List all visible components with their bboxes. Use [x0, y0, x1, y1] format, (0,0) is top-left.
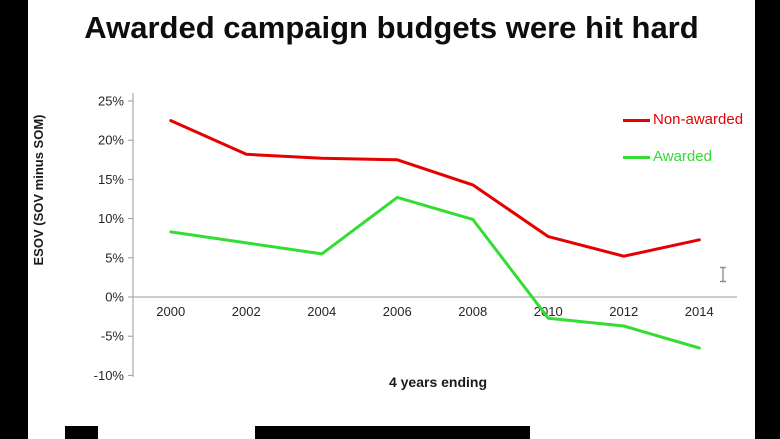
legend-label-awarded: Awarded	[653, 148, 712, 165]
y-tick-label: 0%	[105, 290, 124, 305]
text-cursor-icon	[720, 266, 726, 283]
y-tick-label: 15%	[98, 172, 124, 187]
x-axis-title: 4 years ending	[388, 374, 488, 390]
y-tick-label: 20%	[98, 133, 124, 148]
series-line-non-awarded	[169, 119, 701, 258]
x-tick-label: 2002	[232, 304, 261, 319]
y-axis-title: ESOV (SOV minus SOM)	[31, 114, 46, 266]
letterbox-left	[0, 0, 28, 439]
x-tick-label: 2012	[609, 304, 638, 319]
x-tick-label: 2004	[307, 304, 336, 319]
bottom-bar-segment-2	[255, 426, 530, 439]
x-tick-label: 2008	[458, 304, 487, 319]
legend-line-swatch-awarded	[623, 155, 650, 159]
y-tick-label: 25%	[98, 94, 124, 109]
y-tick-label: -5%	[101, 329, 125, 344]
legend-label-non-awarded: Non-awarded	[653, 111, 744, 128]
series-line-awarded	[169, 195, 701, 350]
x-tick-label: 2000	[156, 304, 185, 319]
y-tick-label: 5%	[105, 250, 124, 265]
y-tick-label: 10%	[98, 211, 124, 226]
bottom-bar-segment-1	[65, 426, 98, 439]
x-tick-label: 2014	[685, 304, 714, 319]
legend-line-swatch-non-awarded	[623, 118, 650, 122]
slide-title: Awarded campaign budgets were hit hard	[84, 10, 699, 45]
y-tick-label: -10%	[94, 368, 125, 383]
legend-item-non-awarded: Non-awarded	[623, 111, 743, 129]
bottom-bar	[28, 426, 755, 439]
esov-line-chart: 25% 20% 15% 10% 5% 0% -5% -10% 2000 2002 2004 2006 2…	[94, 93, 737, 383]
letterbox-right	[755, 0, 780, 439]
slide: Awarded campaign budgets were hit hard 2…	[28, 0, 755, 426]
x-tick-label: 2006	[383, 304, 412, 319]
legend-item-awarded: Awarded	[623, 148, 712, 166]
